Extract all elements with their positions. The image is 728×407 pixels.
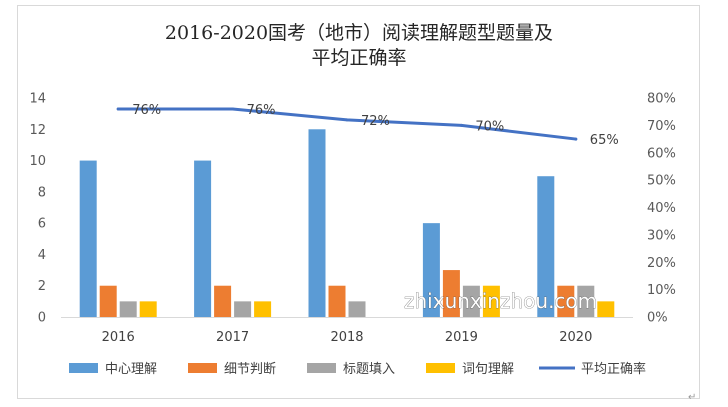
chart-title-line-2: 平均正确率 — [311, 47, 406, 69]
bar-中心理解-2020 — [537, 176, 555, 317]
line-point-2018 — [345, 118, 349, 122]
y-left-tick-label: 8 — [38, 185, 46, 200]
paragraph-mark: ↵ — [688, 392, 697, 403]
y-right-tick-label: 0% — [647, 311, 668, 326]
chart-title-line-1: 2016-2020国考（地市）阅读理解题型题量及 — [165, 22, 553, 44]
y-left-tick-label: 6 — [38, 217, 46, 232]
legend-swatch-词句理解 — [426, 363, 455, 373]
legend-label: 标题填入 — [343, 362, 395, 377]
bar-细节判断-2018 — [328, 285, 346, 317]
y-left-tick-label: 10 — [29, 154, 46, 169]
bar-标题填入-2018 — [348, 301, 366, 317]
legend-swatch-标题填入 — [307, 363, 336, 373]
combo-chart: 2016-2020国考（地市）阅读理解题型题量及平均正确率02468101214… — [29, 22, 676, 377]
bar-中心理解-2016 — [79, 160, 97, 317]
x-category-label: 2017 — [216, 330, 249, 345]
y-right-tick-label: 80% — [647, 92, 676, 107]
y-left-tick-label: 0 — [38, 311, 46, 326]
y-right-tick-label: 50% — [647, 174, 676, 189]
bar-中心理解-2017 — [194, 160, 212, 317]
watermark-text: zhixunxinzhou.com — [404, 289, 597, 313]
y-left-tick-label: 2 — [38, 279, 46, 294]
line-data-label: 72% — [361, 114, 390, 129]
x-category-label: 2016 — [102, 330, 135, 345]
line-data-label: 65% — [590, 133, 619, 148]
y-right-tick-label: 60% — [647, 146, 676, 161]
y-right-tick-label: 40% — [647, 201, 676, 216]
bar-词句理解-2016 — [139, 301, 157, 317]
bar-中心理解-2018 — [308, 129, 326, 317]
bar-标题填入-2016 — [119, 301, 137, 317]
legend-label: 词句理解 — [462, 362, 514, 377]
line-data-label: 76% — [247, 103, 276, 118]
legend-label: 中心理解 — [105, 362, 157, 377]
x-category-label: 2020 — [559, 330, 592, 345]
y-left-tick-label: 14 — [29, 92, 46, 107]
bar-中心理解-2019 — [422, 223, 440, 317]
line-data-label: 70% — [475, 119, 504, 134]
legend-label: 细节判断 — [224, 362, 276, 377]
x-category-label: 2019 — [445, 330, 478, 345]
y-right-tick-label: 30% — [647, 228, 676, 243]
chart-frame: 2016-2020国考（地市）阅读理解题型题量及 平均正确率 0 2 4 6 8 10 12 14… — [17, 5, 700, 399]
line-point-2019 — [459, 123, 463, 127]
legend-swatch-中心理解 — [69, 363, 98, 373]
bar-词句理解-2020 — [597, 301, 615, 317]
y-right-tick-label: 10% — [647, 283, 676, 298]
bar-细节判断-2019 — [442, 270, 460, 317]
legend-swatch-细节判断 — [188, 363, 217, 373]
bar-标题填入-2017 — [234, 301, 252, 317]
bar-词句理解-2017 — [254, 301, 272, 317]
line-point-2020 — [574, 137, 578, 141]
bar-细节判断-2017 — [214, 285, 232, 317]
bar-标题填入-2019 — [462, 285, 480, 317]
line-average-accuracy — [116, 107, 578, 141]
legend-label: 平均正确率 — [581, 361, 646, 377]
y-left-tick-label: 12 — [29, 123, 46, 138]
y-left-tick-label: 4 — [38, 248, 46, 263]
bar-词句理解-2019 — [482, 285, 500, 317]
bar-细节判断-2020 — [557, 285, 575, 317]
line-point-2017 — [231, 107, 235, 111]
y-right-tick-label: 20% — [647, 256, 676, 271]
x-category-label: 2018 — [330, 330, 363, 345]
line-data-label: 76% — [132, 103, 161, 118]
line-point-2016 — [116, 107, 120, 111]
bar-标题填入-2020 — [577, 285, 595, 317]
bar-细节判断-2016 — [99, 285, 117, 317]
y-right-tick-label: 70% — [647, 119, 676, 134]
